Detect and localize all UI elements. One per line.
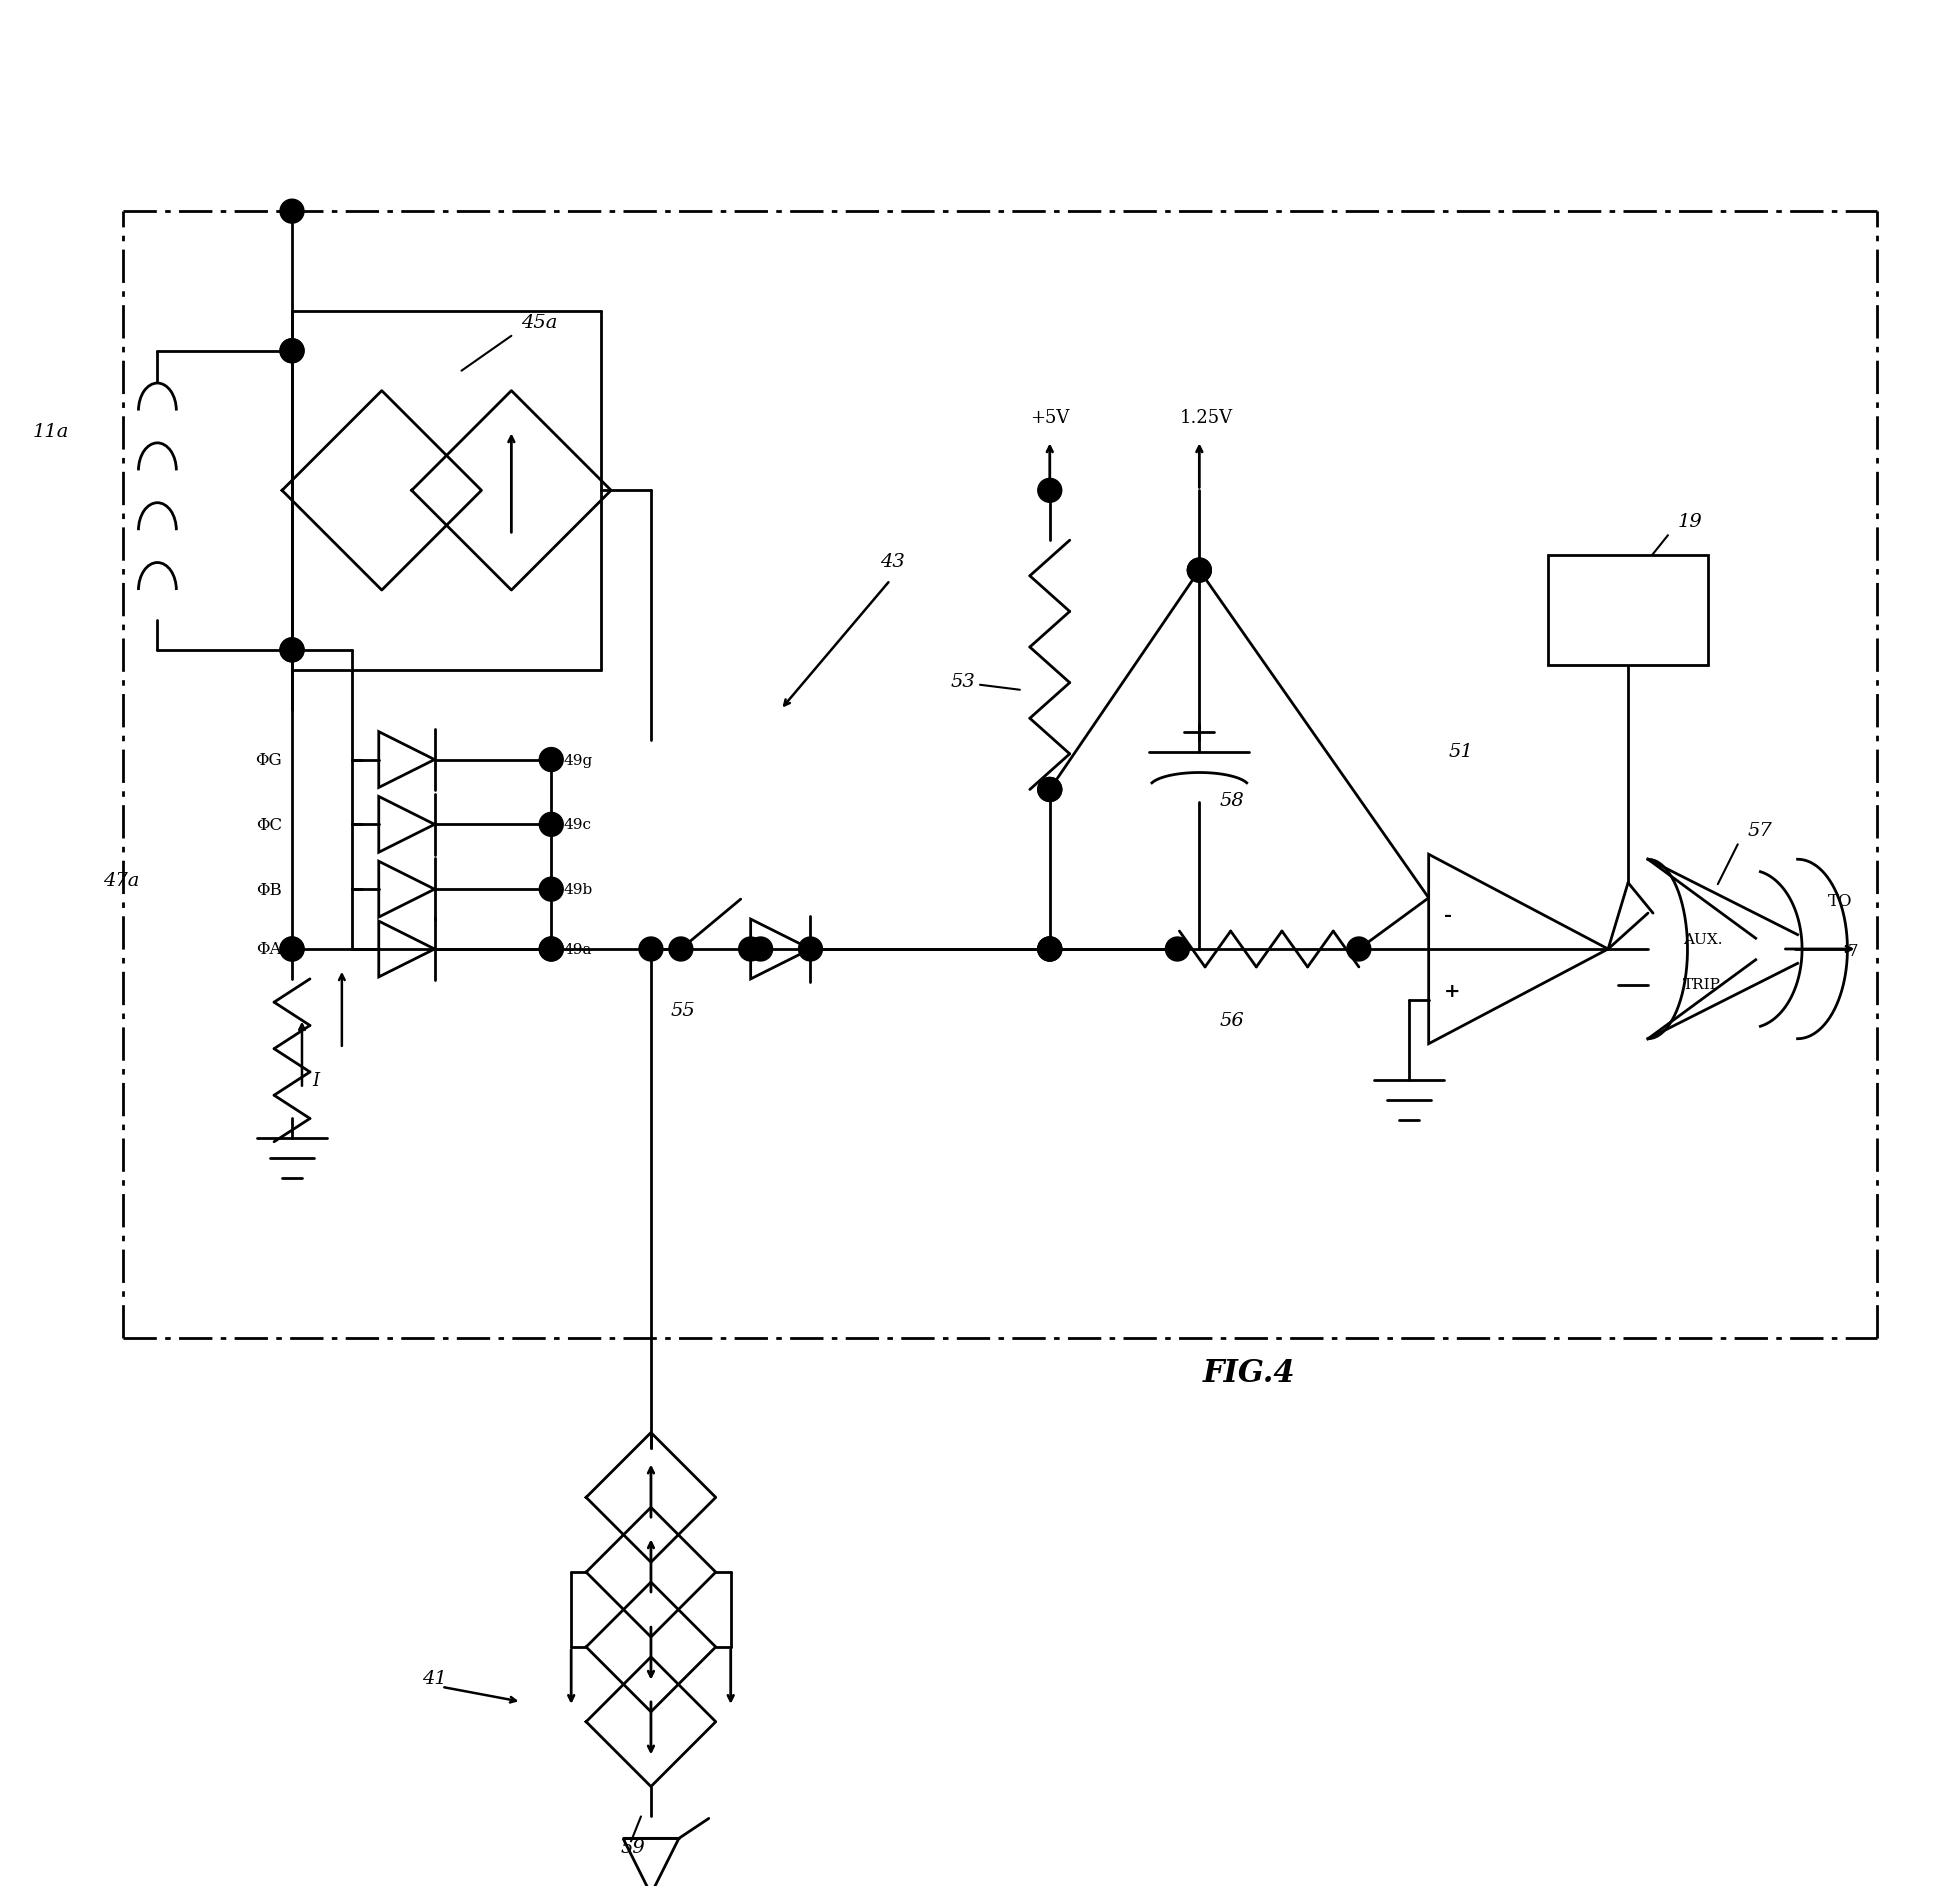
- Circle shape: [1346, 937, 1369, 962]
- Text: 19: 19: [1677, 514, 1703, 531]
- Text: -: -: [1443, 907, 1451, 924]
- Text: 1.25V: 1.25V: [1179, 408, 1231, 427]
- Text: I: I: [312, 1071, 319, 1088]
- Circle shape: [1165, 937, 1188, 962]
- Circle shape: [1036, 937, 1062, 962]
- Circle shape: [1186, 559, 1210, 584]
- Text: TO: TO: [1827, 893, 1851, 910]
- Circle shape: [540, 812, 563, 837]
- Text: 11a: 11a: [33, 423, 68, 442]
- Text: 59: 59: [621, 1838, 645, 1857]
- Text: ΦA: ΦA: [257, 941, 282, 958]
- Circle shape: [738, 937, 762, 962]
- Text: 51: 51: [1447, 742, 1473, 759]
- Text: 56: 56: [1219, 1011, 1243, 1030]
- Circle shape: [1036, 480, 1062, 502]
- Text: 49g: 49g: [563, 754, 592, 767]
- Circle shape: [281, 638, 304, 663]
- Circle shape: [540, 878, 563, 901]
- Text: 49c: 49c: [563, 818, 590, 831]
- Circle shape: [1186, 559, 1210, 584]
- Circle shape: [748, 937, 771, 962]
- Text: 49a: 49a: [563, 943, 592, 956]
- Circle shape: [668, 937, 692, 962]
- Text: 57: 57: [1747, 822, 1771, 841]
- Circle shape: [639, 937, 662, 962]
- Text: TRIP: TRIP: [1681, 977, 1720, 992]
- Text: 55: 55: [670, 1001, 695, 1020]
- Bar: [1547, 555, 1706, 665]
- Text: FIG.4: FIG.4: [1202, 1356, 1295, 1388]
- Text: 43: 43: [880, 553, 904, 570]
- Text: AUX.: AUX.: [1681, 933, 1722, 946]
- Text: 41: 41: [421, 1668, 446, 1687]
- Circle shape: [1036, 937, 1062, 962]
- Circle shape: [540, 748, 563, 773]
- Circle shape: [281, 200, 304, 225]
- Text: ΦC: ΦC: [255, 816, 282, 833]
- Text: 58: 58: [1219, 791, 1243, 810]
- Text: 47a: 47a: [103, 871, 138, 890]
- Text: 49b: 49b: [563, 882, 592, 897]
- Text: 7: 7: [1847, 943, 1856, 960]
- Circle shape: [281, 340, 304, 363]
- Circle shape: [281, 638, 304, 663]
- Text: M.P.: M.P.: [1603, 603, 1650, 620]
- Text: ΦB: ΦB: [255, 880, 282, 897]
- Circle shape: [540, 937, 563, 962]
- Text: 45a: 45a: [520, 314, 557, 332]
- Circle shape: [281, 937, 304, 962]
- Circle shape: [281, 937, 304, 962]
- Circle shape: [540, 937, 563, 962]
- Text: ΦG: ΦG: [255, 752, 282, 769]
- Circle shape: [799, 937, 822, 962]
- Text: +5V: +5V: [1029, 408, 1069, 427]
- Text: +: +: [1443, 982, 1459, 999]
- Circle shape: [1036, 937, 1062, 962]
- Text: 53: 53: [949, 672, 974, 689]
- Circle shape: [281, 340, 304, 363]
- Circle shape: [1036, 778, 1062, 803]
- Circle shape: [1036, 778, 1062, 803]
